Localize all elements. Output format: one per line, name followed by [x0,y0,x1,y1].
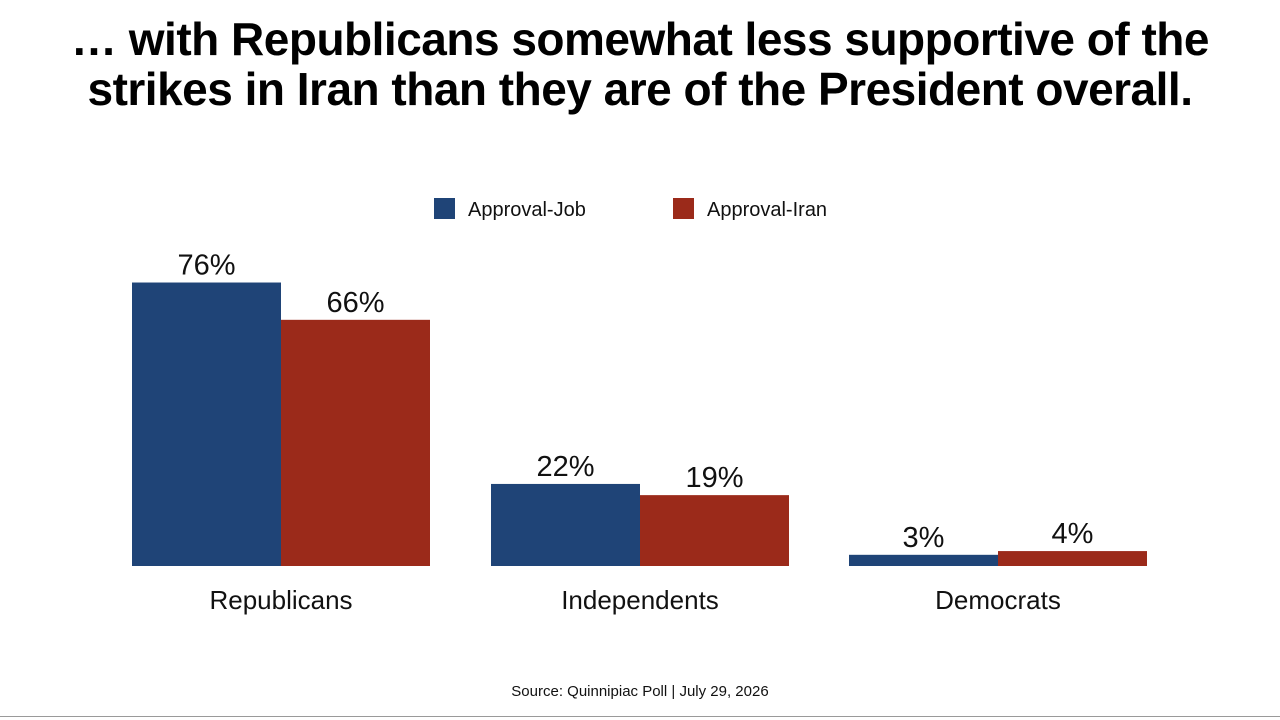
bar-republicans-approval-iran [281,319,430,566]
title-line-1: … with Republicans somewhat less support… [71,13,1209,65]
bottom-divider [0,716,1280,717]
data-label-independents-approval-iran: 19% [685,462,743,494]
bar-independents-approval-iran [640,495,789,566]
category-label-independents: Independents [561,585,719,615]
data-label-independents-approval-job: 22% [536,451,594,483]
bar-republicans-approval-job [132,282,281,566]
bar-chart: Approval-Job Approval-Iran 76% 66% Republica… [132,198,1147,615]
legend-label-approval-iran: Approval-Iran [707,199,827,221]
data-label-republicans-approval-iran: 66% [326,287,384,319]
legend-label-approval-job: Approval-Job [468,199,586,221]
bar-independents-approval-job [491,483,640,566]
legend-swatch-approval-job [434,198,455,219]
legend-swatch-approval-iran [673,198,694,219]
data-label-democrats-approval-iran: 4% [1052,518,1094,550]
chart-title: … with Republicans somewhat less support… [0,14,1280,114]
data-label-republicans-approval-job: 76% [177,250,235,282]
bar-democrats-approval-iran [998,551,1147,566]
source-note: Source: Quinnipiac Poll | July 29, 2026 [511,683,769,700]
category-label-republicans: Republicans [209,585,352,615]
title-line-2: strikes in Iran than they are of the Pre… [87,63,1193,115]
category-label-democrats: Democrats [935,585,1061,615]
data-label-democrats-approval-job: 3% [903,522,945,554]
bar-democrats-approval-job [849,554,998,566]
